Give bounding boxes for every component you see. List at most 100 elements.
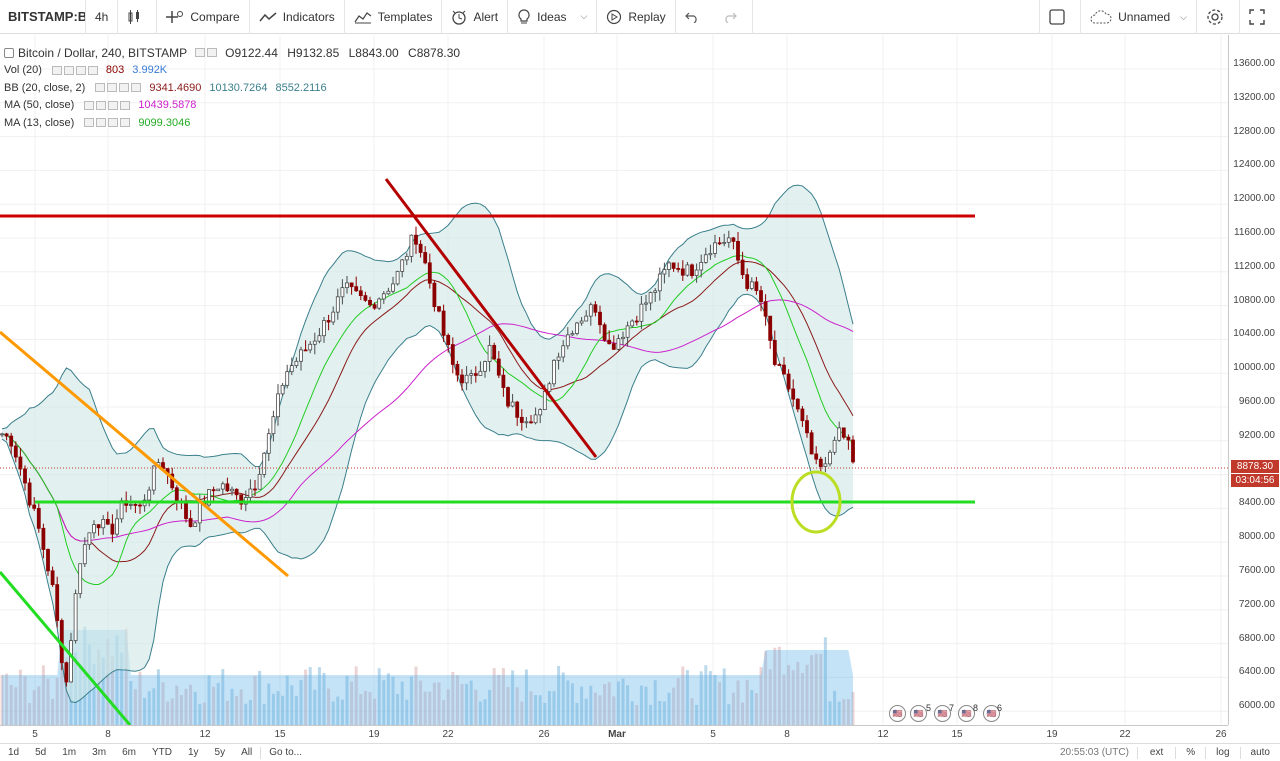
bb-legend[interactable]: BB (20, close, 2) 9341.4690 10130.7264 8… [4, 79, 460, 97]
price-chart[interactable] [0, 35, 1228, 725]
time-tick-label: 12 [199, 729, 211, 740]
price-tick-label: 12000.00 [1233, 193, 1275, 205]
legend-add-icon[interactable] [75, 65, 86, 75]
legend-eye-icon[interactable] [84, 118, 95, 128]
log-toggle[interactable]: log [1216, 747, 1230, 758]
undo-icon [684, 12, 697, 23]
maximize-button[interactable] [1240, 0, 1280, 34]
range-1d[interactable]: 1d [8, 747, 20, 758]
interval-button[interactable]: 4h [86, 0, 119, 34]
range-3m[interactable]: 3m [92, 747, 107, 758]
volume-bar [534, 695, 538, 725]
candle-body [579, 320, 584, 324]
undo-button[interactable] [676, 0, 714, 34]
time-scale[interactable]: 5 8 12 15 19 22 26 Mar 5 8 12 15 19 22 26 [0, 725, 1228, 743]
range-1m[interactable]: 1m [62, 747, 77, 758]
candle-body [220, 483, 225, 490]
indicators-label: Indicators [282, 9, 335, 24]
range-5y[interactable]: 5y [214, 747, 226, 758]
compare-button[interactable]: Compare [157, 0, 250, 34]
legend-settings-icon[interactable] [207, 48, 218, 58]
candle-body [510, 401, 515, 407]
replay-button[interactable]: Replay [597, 0, 676, 34]
range-ytd[interactable]: YTD [151, 747, 172, 758]
price-scale[interactable]: 13600.00 13200.00 12800.00 12400.00 12000.00… [1228, 35, 1280, 725]
templates-button[interactable]: Templates [345, 0, 443, 34]
vol-legend[interactable]: Vol (20) 803 3.992K [4, 62, 460, 80]
volume-bar [51, 698, 55, 725]
legend-add-icon[interactable] [108, 118, 119, 128]
time-tick-label: 22 [1119, 729, 1131, 740]
event-flag-icon[interactable]: 🇺🇸 [983, 705, 1000, 722]
legend-settings-icon[interactable] [107, 83, 118, 93]
event-flag-icon[interactable]: 🇺🇸 [889, 705, 906, 722]
volume-bar [768, 669, 772, 725]
fullscreen-toggle[interactable] [1039, 0, 1082, 34]
candle-body [703, 254, 708, 263]
volume-bar [575, 702, 579, 725]
candle-body [147, 489, 152, 501]
legend-eye-icon[interactable] [51, 65, 62, 75]
percent-toggle[interactable]: % [1186, 747, 1196, 758]
volume-bar [557, 665, 561, 725]
series-legend[interactable]: Bitcoin / Dollar, 240, BITSTAMP O9122.44… [4, 44, 460, 62]
auto-toggle[interactable]: auto [1250, 747, 1270, 758]
ideas-button[interactable]: Ideas ⌵ [508, 0, 598, 34]
event-flag-icon[interactable]: 🇺🇸 [934, 705, 951, 722]
candle-body [740, 259, 745, 276]
alert-button[interactable]: Alert [442, 0, 509, 34]
legend-eye-icon[interactable] [84, 100, 95, 110]
volume-bar [704, 665, 708, 725]
legend-close-icon[interactable] [120, 100, 131, 110]
redo-button[interactable] [714, 0, 753, 34]
chart-type-button[interactable] [118, 0, 158, 34]
volume-bar [120, 652, 124, 725]
candle-body [809, 432, 814, 455]
legend-close-icon[interactable] [120, 118, 131, 128]
legend-add-icon[interactable] [119, 83, 130, 93]
ma50-legend[interactable]: MA (50, close) 10439.5878 [4, 97, 460, 115]
candle-body [400, 259, 405, 272]
settings-button[interactable] [1197, 0, 1240, 34]
volume-bar [129, 681, 133, 725]
symbol-search[interactable]: BITSTAMP:B [0, 0, 86, 34]
candle-body [188, 518, 193, 527]
candle-body [36, 507, 41, 529]
volume-bar [60, 658, 64, 725]
candle-body [464, 374, 469, 384]
utc-clock[interactable]: 20:55:03 (UTC) [1060, 747, 1129, 758]
chevron-down-icon: ⌵ [580, 11, 588, 21]
candle-body [225, 483, 230, 492]
layout-selector[interactable]: Unnamed ⌵ [1081, 0, 1197, 34]
range-5d[interactable]: 5d [35, 747, 47, 758]
indicators-button[interactable]: Indicators [250, 0, 345, 34]
price-tick-label: 10000.00 [1233, 362, 1275, 374]
legend-eye-icon[interactable] [95, 83, 106, 93]
legend-eye-icon[interactable] [195, 48, 206, 58]
volume-bar [616, 681, 620, 725]
volume-bar [598, 695, 602, 725]
ma13-legend[interactable]: MA (13, close) 9099.3046 [4, 114, 460, 132]
ext-toggle[interactable]: ext [1149, 747, 1164, 758]
volume-bar [727, 704, 731, 725]
legend-close-icon[interactable] [87, 65, 98, 75]
candle-body [138, 504, 142, 507]
legend-settings-icon[interactable] [63, 65, 74, 75]
range-1y[interactable]: 1y [187, 747, 199, 758]
candle-body [483, 361, 487, 372]
legend-add-icon[interactable] [108, 100, 119, 110]
range-6m[interactable]: 6m [122, 747, 136, 758]
chart-pane[interactable] [0, 35, 1228, 725]
volume-bar [18, 669, 22, 725]
volume-bar [621, 678, 625, 725]
layout-name: Unnamed [1118, 10, 1171, 24]
event-flag-icon[interactable]: 🇺🇸 [910, 705, 927, 722]
legend-settings-icon[interactable] [96, 100, 107, 110]
legend-settings-icon[interactable] [96, 118, 107, 128]
legend-close-icon[interactable] [131, 83, 142, 93]
indicators-icon [259, 11, 277, 21]
range-all[interactable]: All [241, 747, 253, 758]
volume-bar [258, 670, 262, 725]
event-flag-icon[interactable]: 🇺🇸 [958, 705, 975, 722]
goto-button[interactable]: Go to... [269, 747, 303, 758]
